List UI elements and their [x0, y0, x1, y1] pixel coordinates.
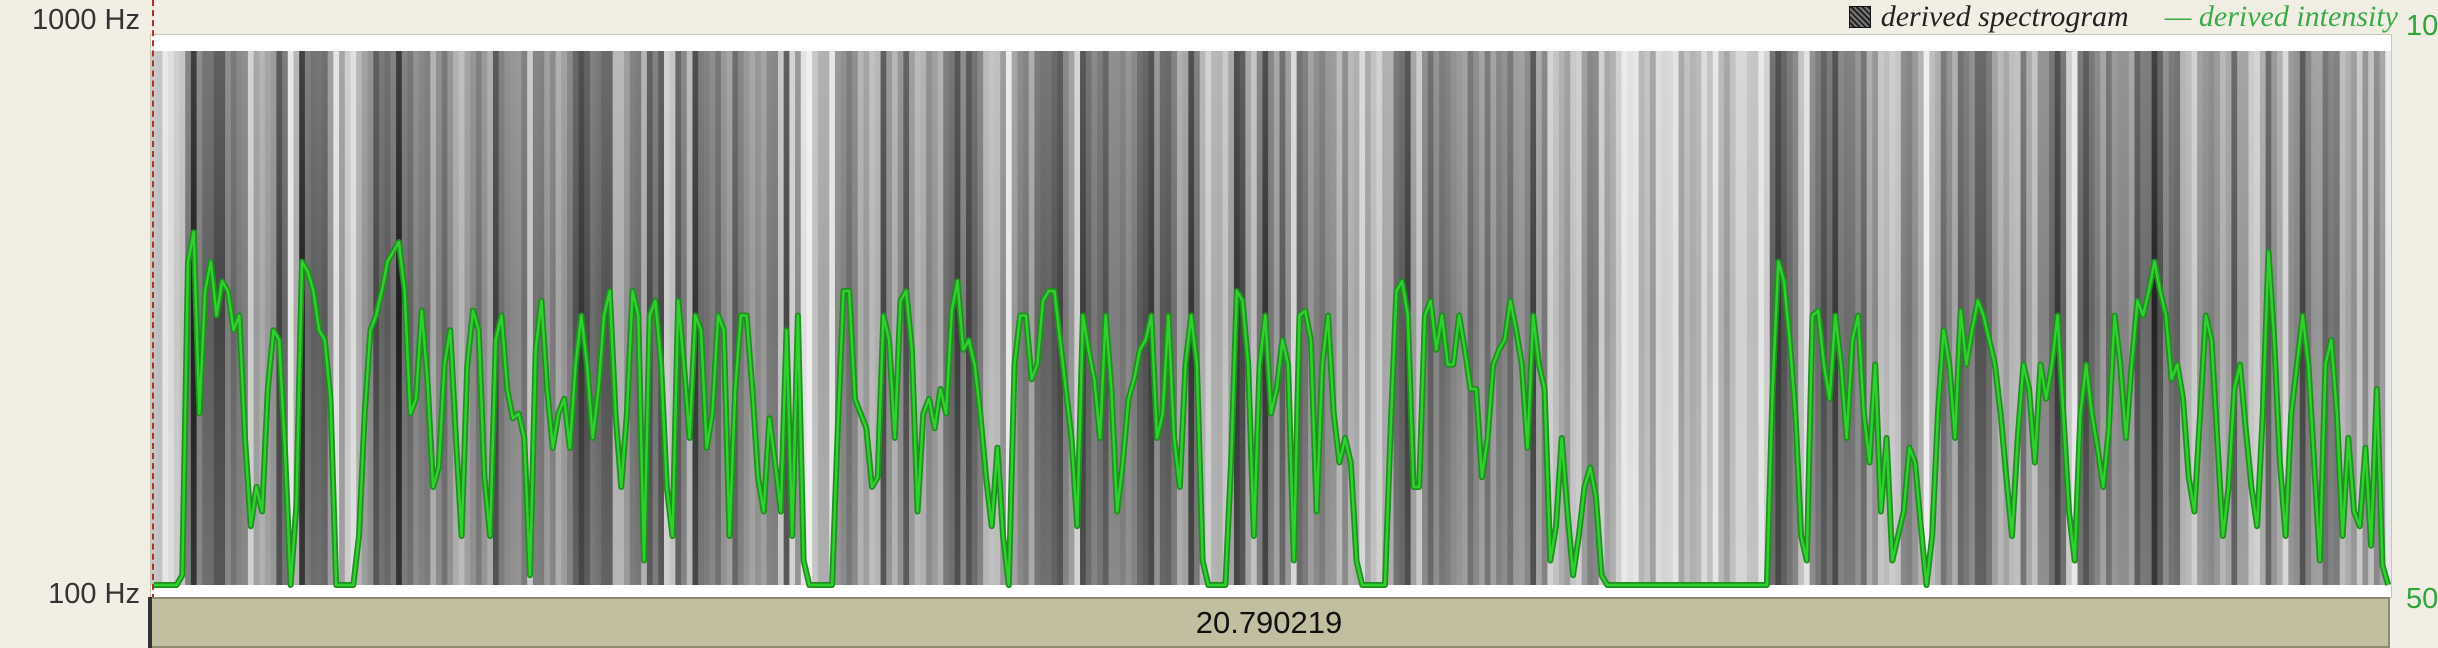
- timebar-left-cap: [148, 597, 152, 648]
- spectrogram-swatch-icon: [1848, 6, 1871, 28]
- legend-intensity-label: — derived intensity: [2164, 0, 2398, 33]
- legend-intensity: — derived intensity: [2165, 0, 2398, 34]
- legend: derived spectrogram — derived intensity: [1848, 0, 2398, 34]
- intensity-curve: [153, 230, 2390, 587]
- y-axis-top-label: 1000 Hz: [31, 4, 140, 36]
- time-cursor[interactable]: [152, 0, 154, 600]
- y2-axis-top-label: 10: [2406, 10, 2438, 42]
- spectrogram-panel[interactable]: [150, 34, 2392, 598]
- legend-spectrogram: derived spectrogram: [1848, 0, 2129, 34]
- y-axis-bottom-label: 100 Hz: [48, 578, 140, 610]
- spectrogram-plot: [151, 35, 2391, 597]
- y2-axis-bottom-label: 50: [2406, 583, 2438, 615]
- selection-duration-bar[interactable]: 20.790219: [148, 597, 2390, 648]
- legend-spectrogram-label: derived spectrogram: [1880, 0, 2129, 33]
- selection-duration-value: 20.790219: [1195, 604, 1343, 640]
